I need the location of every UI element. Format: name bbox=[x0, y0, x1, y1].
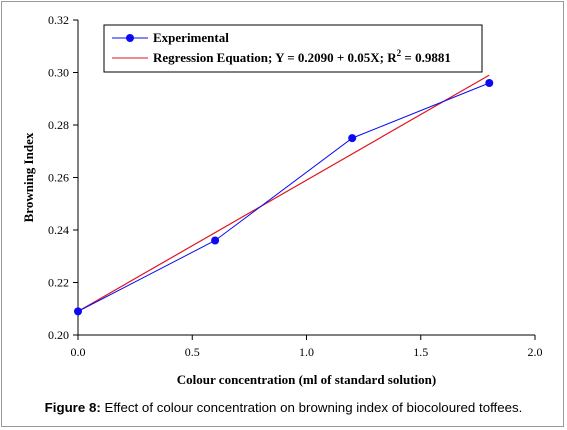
legend-label-regression-tail: = 0.9881 bbox=[401, 50, 451, 65]
experimental-point bbox=[348, 134, 357, 143]
y-tick-label: 0.20 bbox=[48, 328, 69, 342]
x-tick-label: 2.0 bbox=[528, 345, 543, 359]
y-tick-label: 0.22 bbox=[48, 276, 69, 290]
regression-line bbox=[77, 74, 490, 312]
caption-text: Effect of colour concentration on browni… bbox=[100, 400, 523, 415]
legend-label-regression-sup: 2 bbox=[397, 48, 402, 58]
y-ticks: 0.20 0.22 0.24 0.26 0.28 0.30 0.32 bbox=[48, 13, 78, 342]
y-axis-label: Browning Index bbox=[21, 132, 36, 222]
figure-caption: Figure 8: Effect of colour concentration… bbox=[0, 400, 567, 415]
legend-label-regression-main: Regression Equation; Y = 0.2090 + 0.05X;… bbox=[153, 50, 397, 65]
figure-label: Figure 8: bbox=[44, 400, 101, 415]
y-tick-label: 0.26 bbox=[48, 171, 69, 185]
x-ticks: 0.0 0.5 1.0 1.5 2.0 bbox=[71, 335, 543, 359]
legend-box bbox=[103, 24, 483, 73]
legend-marker-experimental bbox=[126, 34, 134, 42]
legend: Experimental Regression Equation; Y = 0.… bbox=[103, 24, 483, 73]
experimental-point bbox=[74, 307, 82, 316]
experimental-point bbox=[485, 79, 494, 87]
x-tick-label: 0.5 bbox=[185, 345, 200, 359]
y-tick-label: 0.32 bbox=[48, 13, 69, 27]
series-layer bbox=[74, 74, 494, 316]
x-tick-label: 0.0 bbox=[71, 345, 86, 359]
y-tick-label: 0.30 bbox=[48, 66, 69, 80]
x-tick-label: 1.5 bbox=[413, 345, 428, 359]
experimental-line bbox=[77, 82, 490, 312]
experimental-point bbox=[211, 236, 220, 245]
x-axis-label: Colour concentration (ml of standard sol… bbox=[177, 372, 436, 387]
y-tick-label: 0.24 bbox=[48, 223, 69, 237]
legend-label-regression: Regression Equation; Y = 0.2090 + 0.05X;… bbox=[153, 48, 451, 65]
y-tick-label: 0.28 bbox=[48, 118, 69, 132]
x-tick-label: 1.0 bbox=[299, 345, 314, 359]
chart: 0.20 0.22 0.24 0.26 0.28 0.30 0.32 0.0 0.5 1.0 1.… bbox=[21, 13, 543, 387]
legend-label-experimental: Experimental bbox=[153, 30, 229, 45]
